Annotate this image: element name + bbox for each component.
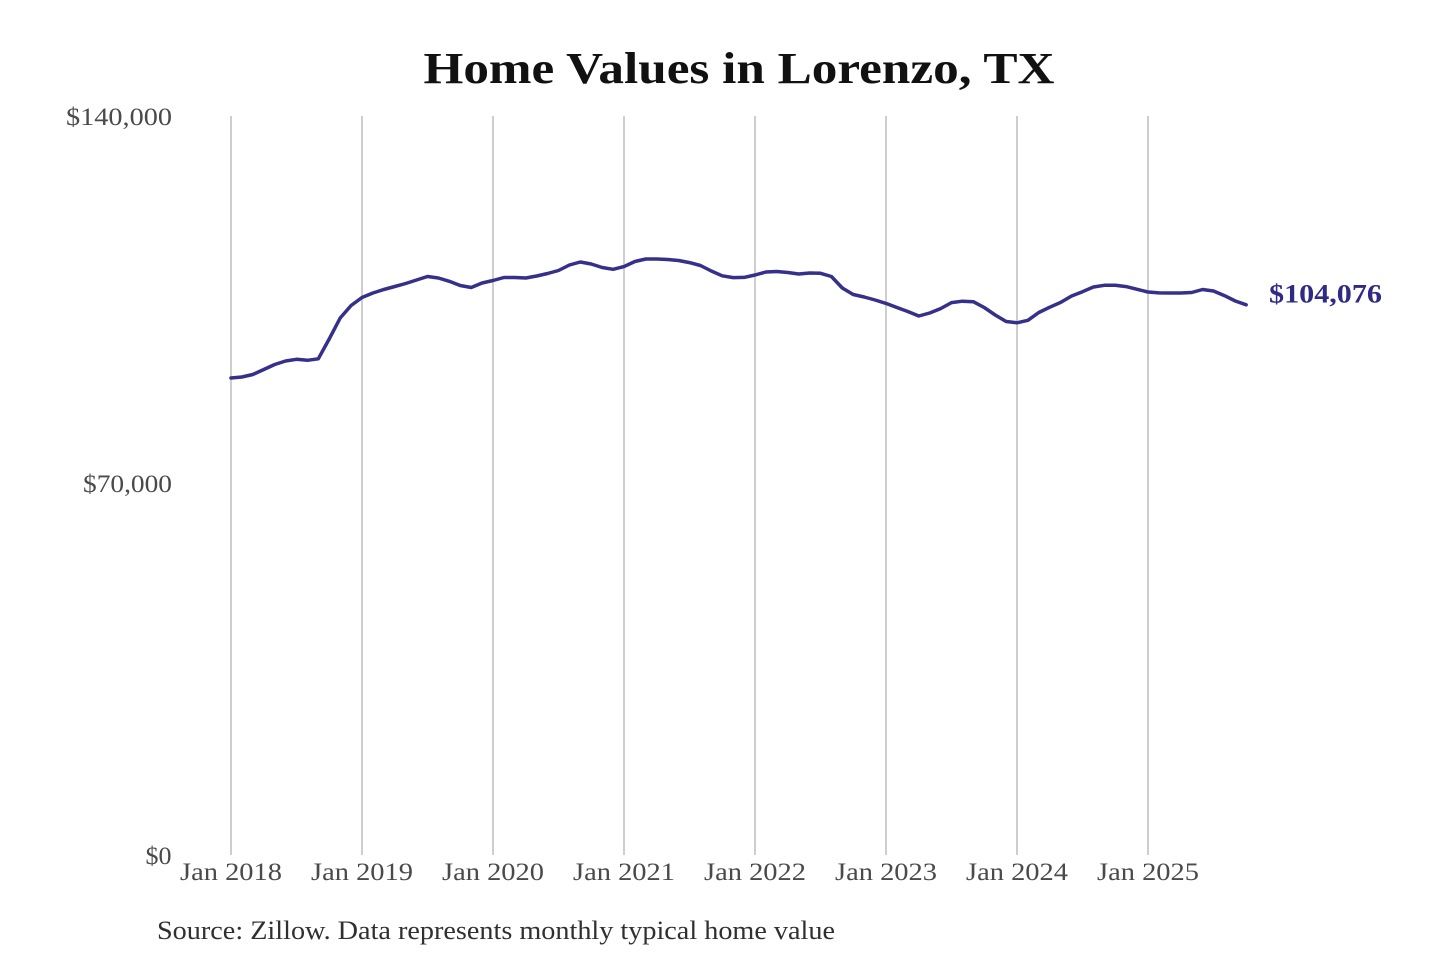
svg-text:Jan 2023: Jan 2023 bbox=[835, 859, 937, 886]
svg-text:$70,000: $70,000 bbox=[83, 471, 172, 498]
svg-text:Jan 2022: Jan 2022 bbox=[704, 859, 806, 886]
svg-text:Home Values in Lorenzo, TX: Home Values in Lorenzo, TX bbox=[424, 44, 1055, 93]
svg-text:Source: Zillow. Data represent: Source: Zillow. Data represents monthly … bbox=[157, 916, 835, 945]
svg-text:Jan 2021: Jan 2021 bbox=[573, 859, 675, 886]
svg-text:Jan 2018: Jan 2018 bbox=[180, 859, 282, 886]
svg-text:$0: $0 bbox=[146, 843, 172, 870]
svg-text:Jan 2024: Jan 2024 bbox=[966, 859, 1069, 886]
svg-text:$140,000: $140,000 bbox=[66, 104, 172, 131]
svg-text:Jan 2025: Jan 2025 bbox=[1097, 859, 1199, 886]
svg-text:$104,076: $104,076 bbox=[1269, 280, 1382, 309]
svg-text:Jan 2019: Jan 2019 bbox=[311, 859, 413, 886]
svg-text:Jan 2020: Jan 2020 bbox=[442, 859, 544, 886]
